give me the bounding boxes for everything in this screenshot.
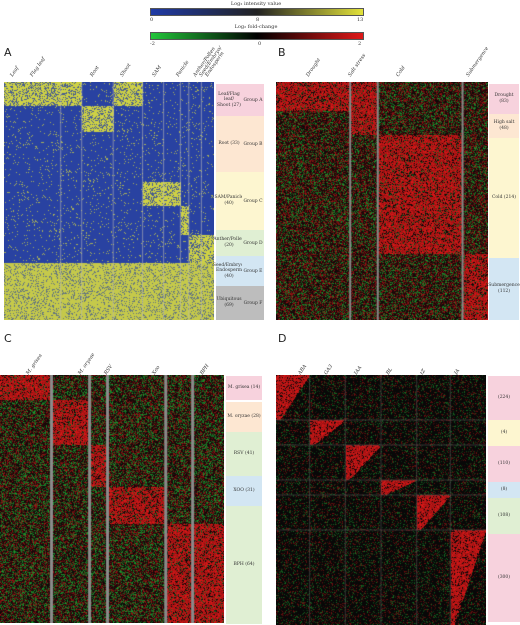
fold-tick-max: 2	[358, 41, 362, 47]
panel-a-column-label: Shoot	[119, 62, 133, 78]
panel-d-group-label: (108)	[488, 498, 520, 534]
panel-a-tissue-label: Anther/Pollen (20)	[213, 230, 245, 256]
fold-change-color-bar	[150, 32, 364, 40]
panel-c-group-label: M. oryzae (28)	[226, 402, 262, 432]
panel-a-tissue-label: Leaf/Flag leaf/ Shoot (27)	[216, 84, 242, 116]
panel-a-group-label: Group A	[242, 84, 264, 116]
fold-tick-mid: 0	[258, 41, 262, 47]
panel-a-column-label: Leaf	[9, 65, 21, 78]
panel-c-group-label: M. grisea (14)	[226, 376, 262, 400]
panel-d-group-label: (8)	[488, 482, 520, 498]
panel-a-column-label: Panicle	[175, 59, 191, 78]
panel-letter-b: B	[278, 46, 286, 59]
panel-c-column-label: M. grisea	[25, 352, 44, 376]
panel-d-group-label: (300)	[488, 534, 520, 622]
intensity-tick-mid: 8	[256, 17, 260, 23]
panel-b-heatmap	[276, 82, 488, 320]
panel-c-group-label: RSV (41)	[226, 432, 262, 476]
panel-d-heatmap	[276, 375, 486, 625]
panel-a-tissue-label: Seed/Embryo/ Endosperm (40)	[213, 256, 245, 286]
panel-a-column-label: Flag leaf	[29, 56, 47, 78]
panel-a-column-label: SAM	[151, 64, 163, 78]
fold-change-scale-title: Log₂ fold-change	[234, 24, 278, 30]
panel-b-column-label: Salt stress	[347, 52, 368, 78]
intensity-color-bar	[150, 8, 364, 16]
panel-a-group-label: Group E	[242, 256, 264, 286]
intensity-tick-min: 0	[150, 17, 154, 23]
panel-d-group-label: (4)	[488, 420, 520, 446]
panel-b-column-label: Cold	[395, 65, 407, 78]
intensity-scale-title: Log₂ intensity value	[230, 1, 282, 7]
panel-a-tissue-label: SAM/Panicle (40)	[215, 172, 243, 230]
fold-tick-min: -2	[150, 41, 155, 47]
panel-d-group-label: (110)	[488, 446, 520, 482]
panel-c-group-label: BPH (64)	[226, 506, 262, 624]
panel-a-heatmap	[4, 82, 214, 320]
panel-letter-c: C	[4, 332, 12, 345]
panel-c-group-label: XOO (31)	[226, 476, 262, 506]
panel-b-column-label: Drought	[305, 57, 323, 78]
panel-c-column-label: M. oryzae	[77, 351, 97, 376]
panel-b-group-label: Submergence (112)	[488, 258, 520, 320]
panel-d-group-label: (224)	[488, 376, 520, 420]
panel-a-tissue-label: Root (33)	[216, 116, 242, 172]
panel-b-column-label: Submergence	[465, 45, 491, 78]
panel-c-heatmap	[0, 375, 224, 623]
panel-b-group-label: Cold (214)	[489, 138, 519, 258]
panel-a-tissue-label: Ubiquitous (69)	[216, 286, 242, 320]
panel-letter-d: D	[278, 332, 287, 345]
panel-a-column-label: Root	[89, 64, 101, 78]
panel-a-group-label: Group D	[242, 230, 264, 256]
panel-letter-a: A	[4, 46, 12, 59]
panel-a-group-label: Group F	[242, 286, 264, 320]
intensity-tick-max: 13	[357, 17, 364, 23]
panel-b-group-label: Drought (83)	[489, 84, 519, 114]
panel-b-group-label: High salt (48)	[489, 114, 519, 138]
panel-a-group-label: Group C	[242, 172, 264, 230]
panel-a-group-label: Group B	[242, 116, 264, 172]
